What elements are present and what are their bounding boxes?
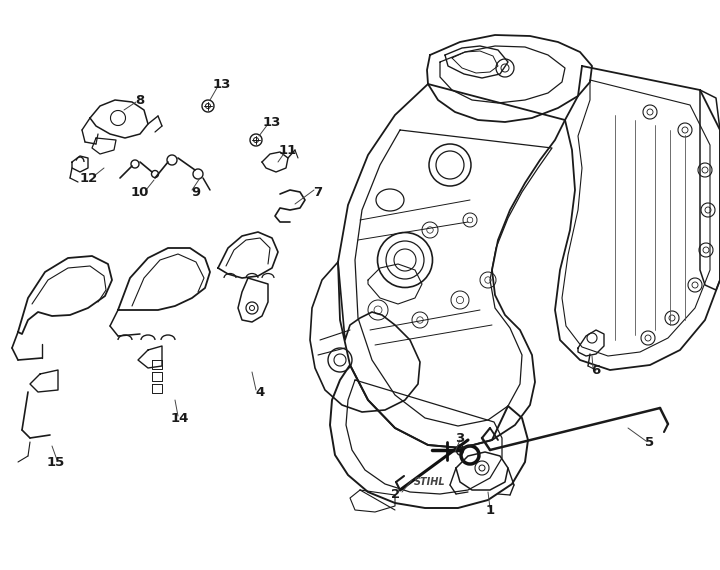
- Text: 2: 2: [392, 487, 400, 500]
- Text: 9: 9: [192, 185, 201, 198]
- Text: 3: 3: [455, 431, 464, 445]
- Text: 4: 4: [256, 385, 265, 398]
- Text: 12: 12: [80, 172, 98, 185]
- Text: 11: 11: [279, 144, 297, 157]
- Text: 13: 13: [213, 78, 231, 91]
- Text: 15: 15: [47, 455, 65, 469]
- Text: 7: 7: [313, 185, 323, 198]
- Text: 14: 14: [171, 412, 189, 425]
- Text: 8: 8: [135, 93, 145, 107]
- Text: 10: 10: [131, 186, 149, 200]
- Text: 6: 6: [591, 364, 600, 377]
- Text: 1: 1: [485, 503, 495, 516]
- Text: 13: 13: [263, 116, 282, 128]
- Text: STIHL: STIHL: [414, 477, 446, 487]
- Text: 5: 5: [645, 437, 654, 450]
